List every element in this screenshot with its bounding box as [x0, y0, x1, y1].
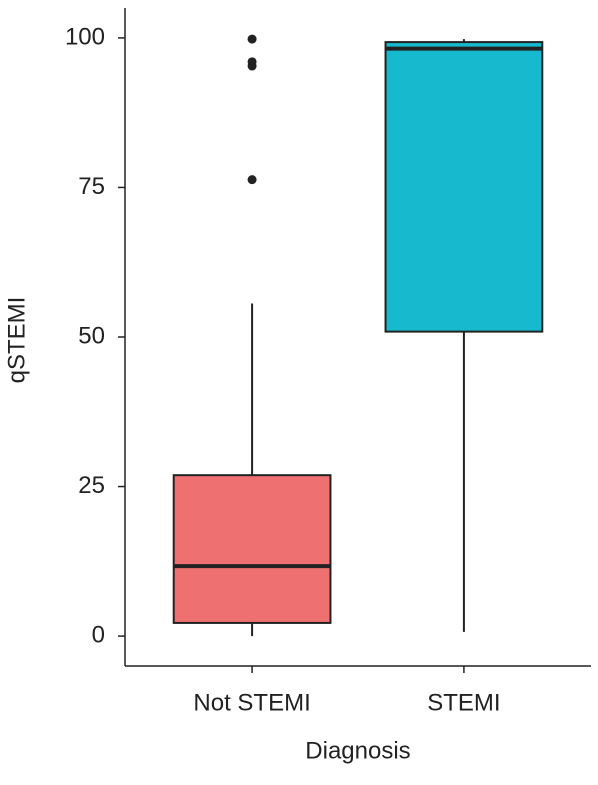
- x-tick-label: Not STEMI: [193, 689, 310, 716]
- y-tick-label: 0: [92, 621, 105, 648]
- outlier: [247, 34, 257, 44]
- box: [172, 474, 332, 624]
- outlier: [247, 61, 257, 71]
- y-tick-label: 75: [78, 173, 105, 200]
- outlier: [247, 175, 257, 185]
- box: [384, 41, 544, 333]
- y-tick-label: 50: [78, 322, 105, 349]
- x-tick-label: STEMI: [427, 689, 500, 716]
- y-tick-label: 25: [78, 472, 105, 499]
- y-tick-label: 100: [65, 23, 105, 50]
- y-axis-title: qSTEMI: [3, 297, 30, 384]
- x-axis-title: Diagnosis: [305, 737, 410, 764]
